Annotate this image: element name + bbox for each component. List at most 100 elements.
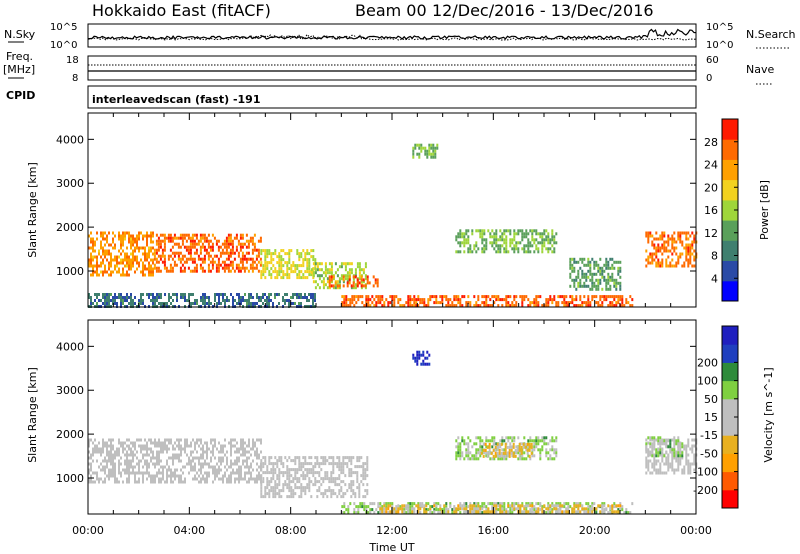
data-cell (266, 468, 269, 472)
data-cell (431, 295, 434, 299)
data-cell (364, 262, 367, 266)
data-cell (671, 468, 674, 472)
data-cell (493, 241, 496, 245)
data-cell (465, 454, 468, 458)
data-cell (178, 477, 180, 481)
data-cell (217, 266, 220, 270)
data-cell (347, 298, 350, 302)
data-cell (433, 510, 436, 514)
data-cell (155, 260, 158, 264)
data-cell (318, 274, 321, 278)
data-cell (599, 266, 602, 270)
data-cell (342, 456, 345, 460)
data-cell (183, 254, 186, 258)
data-cell (211, 260, 214, 264)
data-cell (413, 304, 416, 308)
data-cell (509, 511, 512, 515)
data-cell (120, 240, 122, 244)
data-cell (605, 298, 608, 302)
data-cell (126, 465, 128, 469)
data-cell (619, 275, 622, 279)
data-cell (617, 508, 620, 512)
data-cell (154, 462, 156, 466)
data-cell (551, 232, 554, 236)
data-cell (411, 304, 414, 308)
data-cell (134, 258, 136, 262)
data-cell (240, 438, 242, 442)
data-cell (649, 442, 652, 446)
data-cell (239, 257, 242, 261)
data-cell (365, 301, 368, 305)
data-cell (505, 301, 508, 305)
x-tick-label: 04:00 (173, 524, 205, 537)
data-cell (471, 454, 474, 458)
data-cell (409, 511, 412, 515)
data-cell (445, 304, 448, 308)
data-cell (461, 232, 464, 236)
data-cell (140, 438, 142, 442)
data-cell (583, 510, 586, 514)
data-cell (527, 510, 530, 514)
data-cell (519, 504, 522, 508)
data-cell (253, 266, 256, 270)
colorbar-swatch (722, 417, 738, 436)
data-cell (176, 293, 178, 296)
data-cell (357, 298, 360, 302)
data-cell (254, 302, 256, 305)
data-cell (414, 143, 417, 147)
data-cell (220, 456, 222, 460)
data-cell (693, 237, 696, 241)
data-cell (108, 231, 110, 235)
data-cell (659, 237, 662, 241)
data-cell (665, 439, 668, 443)
data-cell (383, 502, 386, 506)
data-cell (233, 236, 236, 240)
data-cell (211, 266, 214, 270)
data-cell (555, 436, 558, 440)
data-cell (341, 304, 344, 308)
data-cell (487, 507, 490, 511)
data-cell (110, 261, 112, 265)
data-cell (208, 471, 210, 475)
data-cell (475, 229, 478, 233)
data-cell (211, 233, 214, 237)
data-cell (253, 233, 256, 237)
data-cell (691, 264, 694, 268)
data-cell (253, 245, 256, 249)
nsky-tick-top: 10^5 (50, 22, 77, 33)
data-cell (475, 454, 478, 458)
data-cell (288, 252, 291, 256)
data-cell (501, 235, 504, 239)
data-cell (385, 507, 388, 511)
data-cell (314, 462, 317, 466)
data-cell (286, 276, 289, 280)
data-cell (320, 468, 323, 472)
data-cell (615, 295, 618, 299)
data-cell (467, 442, 470, 446)
data-cell (132, 299, 134, 302)
data-cell (191, 239, 194, 243)
data-cell (100, 255, 102, 259)
data-cell (528, 445, 531, 449)
data-cell (124, 296, 126, 299)
data-cell (685, 444, 688, 448)
data-cell (112, 231, 114, 235)
data-cell (163, 236, 166, 240)
data-cell (417, 502, 420, 506)
data-cell (413, 298, 416, 302)
data-cell (206, 444, 208, 448)
data-cell (183, 260, 186, 264)
data-cell (112, 296, 114, 299)
data-cell (459, 301, 462, 305)
data-cell (142, 273, 144, 277)
data-cell (541, 241, 544, 245)
data-cell (587, 298, 590, 302)
data-cell (653, 237, 656, 241)
data-cell (667, 454, 670, 458)
data-cell (687, 249, 690, 253)
data-cell (579, 266, 582, 270)
data-cell (657, 459, 660, 463)
data-cell (120, 302, 122, 305)
data-cell (535, 507, 538, 511)
data-cell (92, 246, 94, 250)
